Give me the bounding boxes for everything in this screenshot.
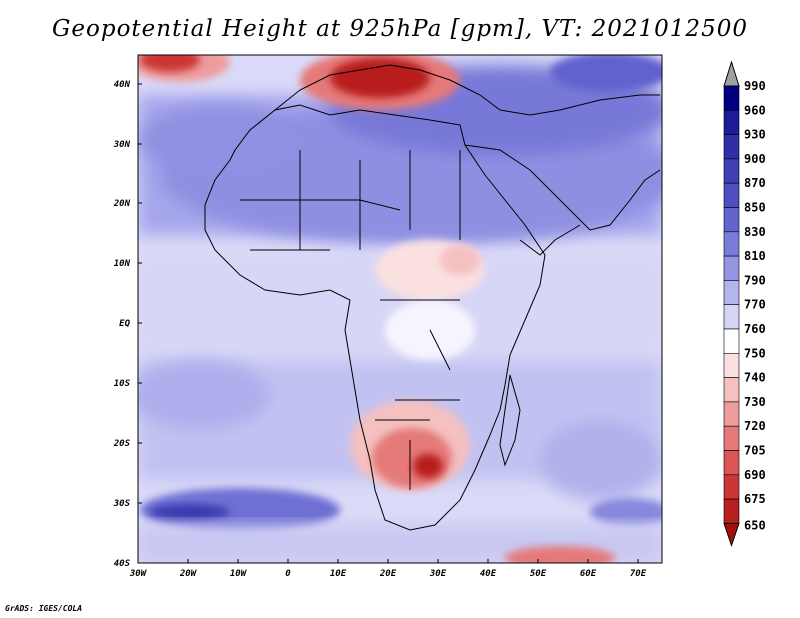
colorbar-swatch bbox=[723, 498, 740, 524]
colorbar-swatch bbox=[723, 474, 740, 500]
colorbar-label: 650 bbox=[744, 518, 766, 532]
geopotential-field bbox=[138, 55, 662, 563]
lon-tick-label: 10E bbox=[330, 569, 347, 579]
lon-tick-label: 30W bbox=[129, 569, 148, 579]
lat-axis: 40N 30N 20N 10N EQ 10S 20S 30S 40S bbox=[113, 80, 131, 569]
colorbar-swatch bbox=[723, 450, 740, 476]
colorbar-top-triangle bbox=[723, 60, 740, 87]
colorbar-swatch bbox=[723, 182, 740, 208]
lon-tick-label: 20E bbox=[379, 569, 397, 579]
colorbar-swatch bbox=[723, 158, 740, 184]
colorbar-swatch bbox=[723, 85, 740, 111]
lon-tick-label: 30E bbox=[429, 569, 447, 579]
colorbar-label: 730 bbox=[744, 395, 766, 409]
colorbar-swatch bbox=[723, 110, 740, 135]
lat-tick-label: 10N bbox=[114, 259, 131, 269]
lon-tick-label: 50E bbox=[530, 569, 547, 579]
colorbar-label: 850 bbox=[744, 201, 766, 215]
lat-tick-label: 30N bbox=[113, 140, 131, 150]
lon-tick-label: 20W bbox=[179, 569, 198, 579]
map-title: Geopotential Height at 925hPa [gpm], VT:… bbox=[52, 16, 748, 42]
colorbar-label: 870 bbox=[744, 176, 766, 190]
lon-tick-label: 0 bbox=[285, 569, 291, 579]
colorbar-label: 930 bbox=[744, 128, 766, 142]
lon-tick-label: 60E bbox=[580, 569, 597, 579]
colorbar-label: 790 bbox=[744, 273, 766, 287]
lon-tick-label: 10W bbox=[230, 569, 248, 579]
colorbar-swatch bbox=[723, 328, 740, 354]
colorbar-swatch bbox=[723, 377, 740, 403]
colorbar: 990 960 930 900 870 850 830 810 790 770 760 750 740 7… bbox=[723, 60, 766, 547]
lon-axis: 30W 20W 10W 0 10E 20E 30E 40E 50E 60E 70… bbox=[129, 569, 647, 579]
colorbar-label: 690 bbox=[744, 468, 766, 482]
footer-credit: GrADS: IGES/COLA bbox=[5, 604, 83, 613]
colorbar-label: 990 bbox=[744, 79, 766, 93]
colorbar-swatch bbox=[723, 401, 740, 427]
lat-tick-label: 40N bbox=[114, 80, 131, 90]
colorbar-label: 760 bbox=[744, 322, 766, 336]
colorbar-bottom-triangle bbox=[723, 522, 740, 547]
lon-tick-label: 70E bbox=[630, 569, 647, 579]
colorbar-swatch bbox=[723, 304, 740, 330]
colorbar-swatch bbox=[723, 352, 740, 378]
colorbar-swatch bbox=[723, 280, 740, 305]
colorbar-label: 770 bbox=[744, 298, 766, 312]
colorbar-label: 720 bbox=[744, 419, 766, 433]
colorbar-label: 960 bbox=[744, 103, 766, 117]
lon-tick-label: 40E bbox=[480, 569, 497, 579]
colorbar-swatch bbox=[723, 425, 740, 451]
lat-tick-label: 30S bbox=[113, 499, 131, 509]
lat-tick-label: EQ bbox=[119, 319, 130, 329]
colorbar-label: 675 bbox=[744, 492, 766, 506]
colorbar-label: 830 bbox=[744, 225, 766, 239]
colorbar-label: 750 bbox=[744, 346, 766, 360]
colorbar-label: 740 bbox=[744, 371, 766, 385]
lat-tick-label: 20N bbox=[113, 199, 131, 209]
colorbar-label: 705 bbox=[744, 444, 766, 458]
lat-tick-label: 40S bbox=[114, 559, 131, 569]
colorbar-swatch bbox=[723, 207, 740, 233]
colorbar-label: 900 bbox=[744, 152, 766, 166]
colorbar-swatch bbox=[723, 255, 740, 281]
colorbar-label: 810 bbox=[744, 249, 766, 263]
lat-tick-label: 20S bbox=[113, 439, 131, 449]
colorbar-swatch bbox=[723, 231, 740, 257]
lat-tick-label: 10S bbox=[114, 379, 131, 389]
colorbar-swatch bbox=[723, 134, 740, 160]
